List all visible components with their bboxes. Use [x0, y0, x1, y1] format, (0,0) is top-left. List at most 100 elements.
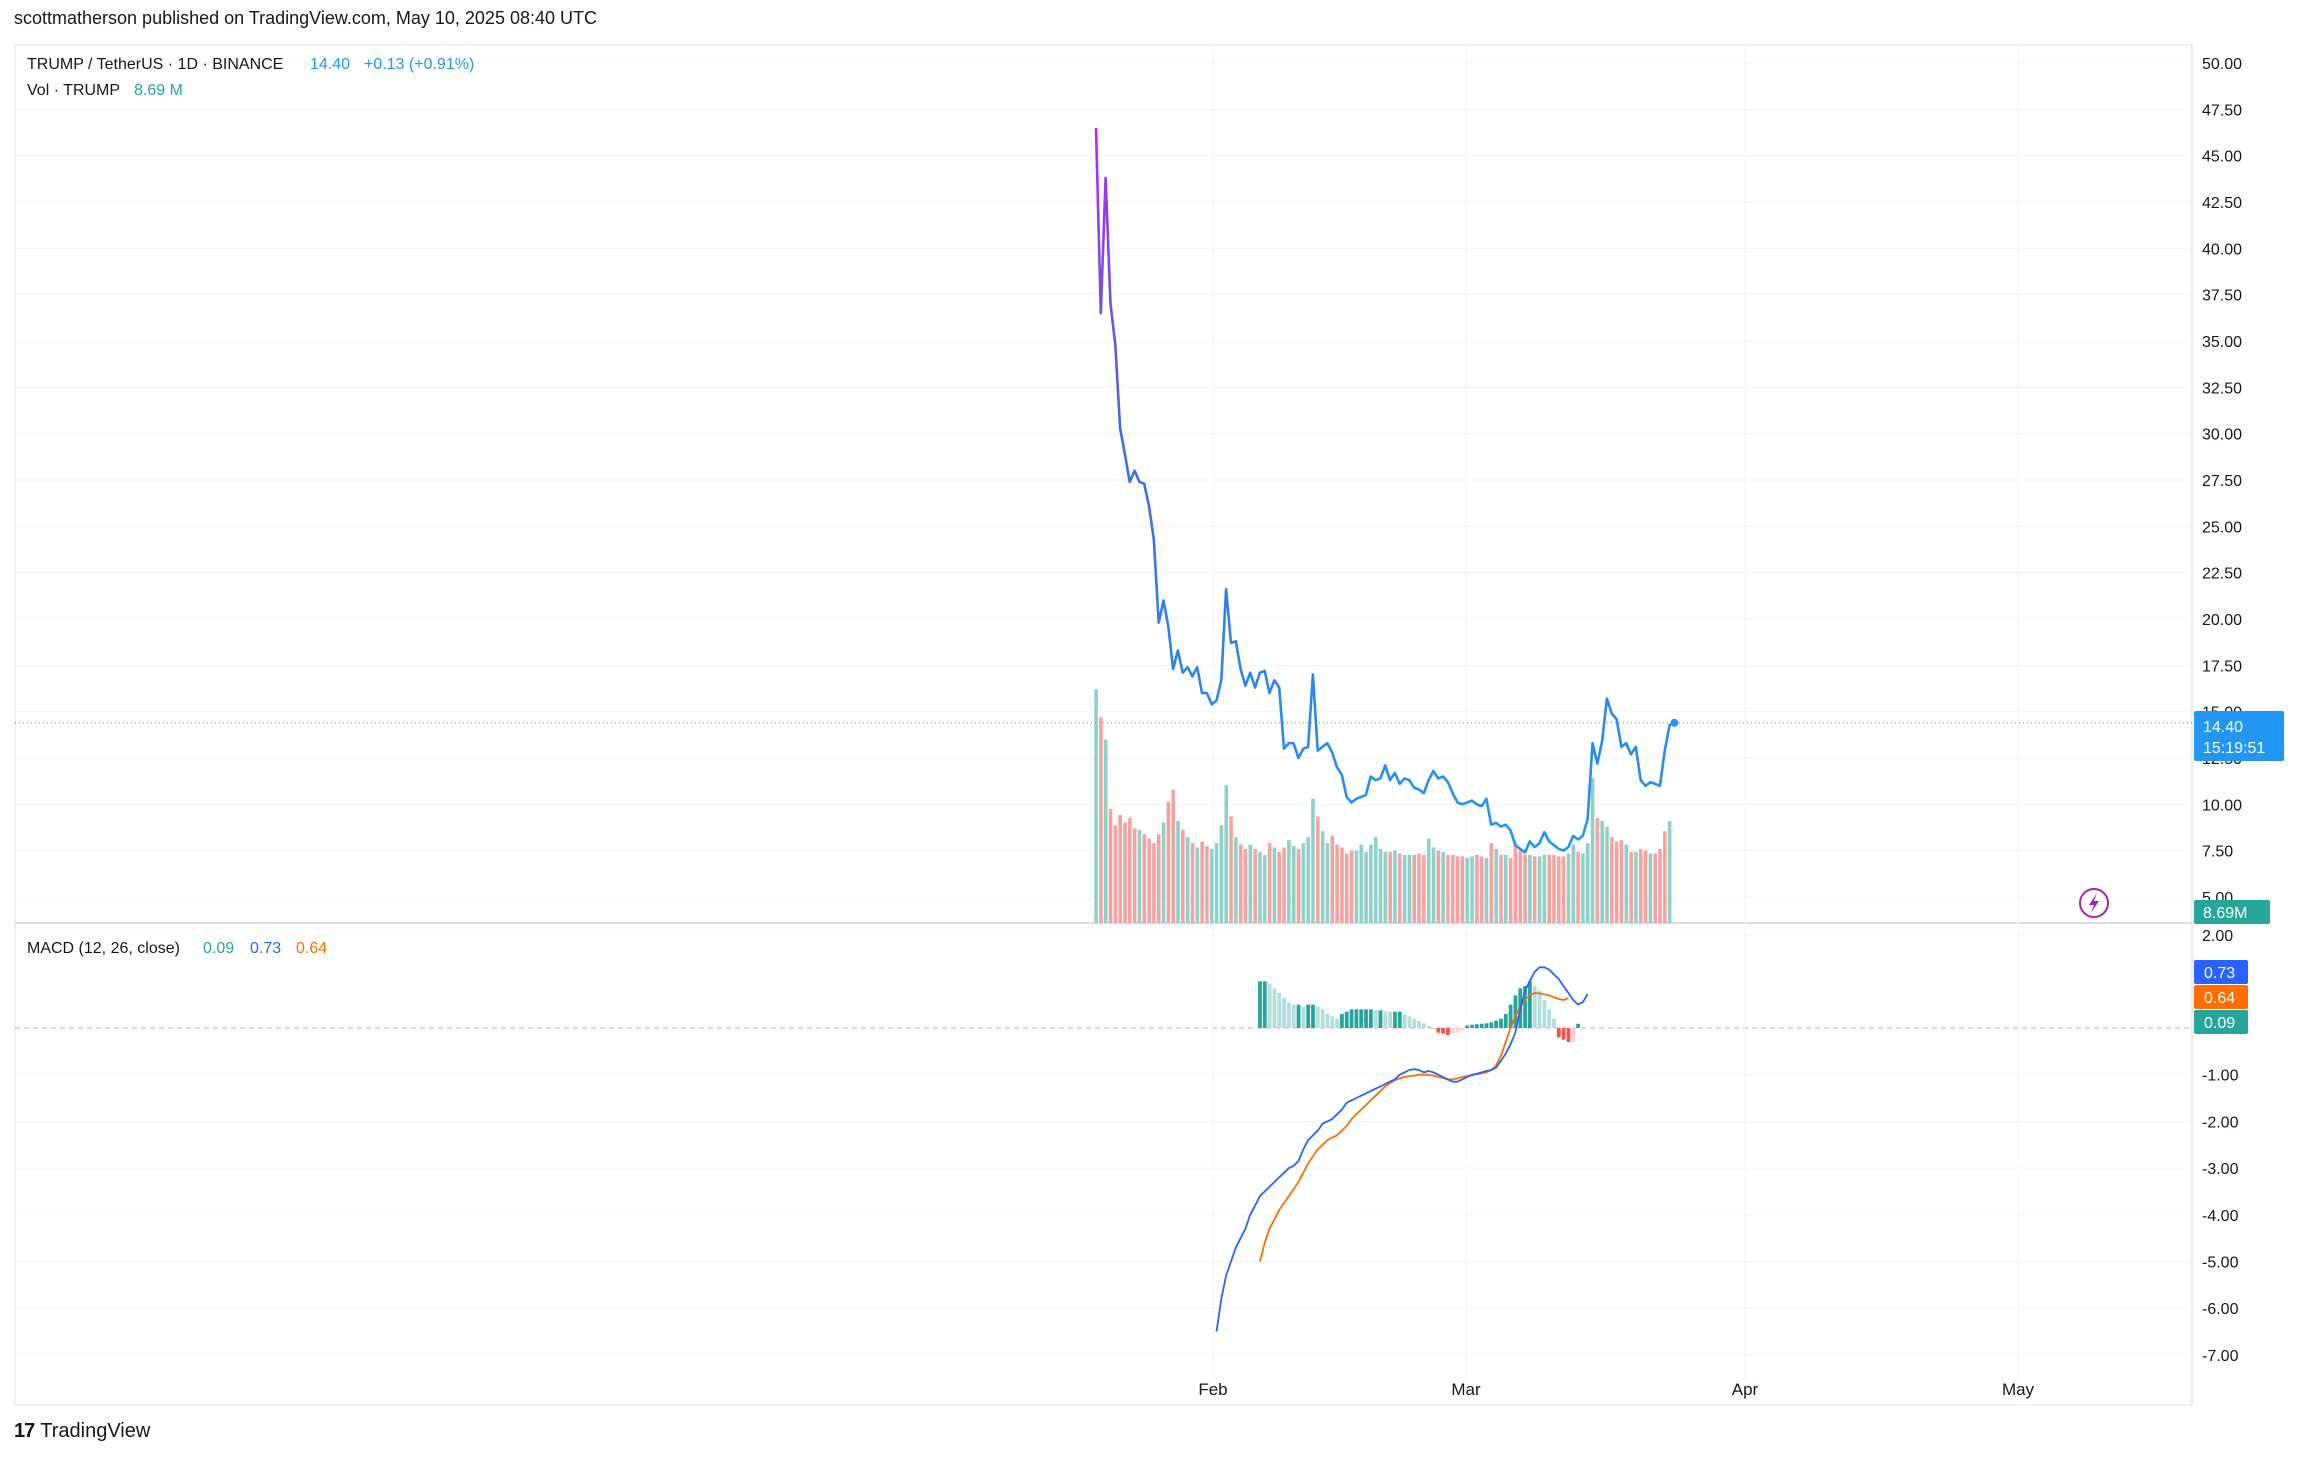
svg-text:0.64: 0.64 — [2204, 990, 2235, 1007]
volume-bar — [1209, 849, 1214, 923]
volume-bar — [1667, 820, 1672, 923]
macd-tick: -1.00 — [2202, 1068, 2239, 1085]
volume-bar — [1470, 856, 1474, 923]
volume-bar — [1195, 847, 1200, 923]
macd-hist-bar — [1417, 1020, 1421, 1028]
macd-hist-bar — [1465, 1025, 1470, 1028]
macd-tick: -5.00 — [2202, 1255, 2239, 1272]
volume-label[interactable]: Vol · TRUMP — [27, 82, 120, 99]
volume-bar — [1190, 843, 1195, 923]
volume-bar — [1325, 843, 1330, 923]
volume-bar — [1238, 844, 1243, 923]
volume-bar — [1229, 816, 1233, 923]
volume-bar — [1561, 856, 1566, 923]
symbol-label[interactable]: TRUMP / TetherUS · 1D · BINANCE — [27, 56, 283, 73]
volume-bar — [1349, 850, 1354, 923]
price-tick: 7.50 — [2202, 844, 2233, 861]
macd-hist-bar — [1267, 983, 1272, 1028]
volume-bar — [1446, 854, 1450, 923]
macd-hist-bar — [1397, 1011, 1402, 1028]
macd-hist-bar — [1359, 1009, 1364, 1028]
volume-bar — [1571, 844, 1576, 923]
volume-bar — [1108, 809, 1113, 923]
macd-hist-bar — [1262, 981, 1267, 1028]
macd-hist-bar — [1291, 1004, 1296, 1028]
price-tick: 47.50 — [2202, 102, 2242, 119]
tradingview-logo-text: TradingView — [40, 1420, 151, 1442]
volume-bar — [1629, 851, 1633, 923]
macd-hist-bar — [1315, 1006, 1320, 1028]
time-axis[interactable]: Feb Mar Apr May — [1198, 1380, 2034, 1399]
macd-hist-bar — [1446, 1028, 1450, 1036]
volume-bar — [1219, 825, 1224, 923]
volume-bar — [1335, 844, 1339, 923]
volume-bar — [1484, 857, 1489, 923]
volume-bar — [1166, 801, 1171, 923]
volume-bar — [1576, 851, 1580, 923]
macd-hist-bar — [1296, 1004, 1301, 1028]
macd-hist-bar — [1258, 981, 1262, 1028]
volume-bar — [1450, 854, 1455, 923]
macd-hist-bar — [1537, 990, 1542, 1028]
price-tag: 14.40 15:19:51 — [2194, 711, 2284, 761]
time-tick: May — [2002, 1380, 2035, 1399]
volume-bar — [1200, 841, 1204, 923]
macd-tags: 0.73 0.64 0.09 — [2194, 960, 2248, 1034]
volume-bar — [1094, 689, 1098, 923]
tradingview-logo[interactable]: 17 TradingView — [14, 1420, 150, 1443]
volume-bar — [1619, 840, 1624, 923]
volume-bar — [1581, 853, 1585, 923]
macd-hist-bar — [1441, 1028, 1446, 1034]
macd-tick: -4.00 — [2202, 1208, 2239, 1225]
volume-bar — [1528, 854, 1532, 923]
volume-bar — [1161, 822, 1166, 923]
volume-bar — [1132, 828, 1137, 923]
volume-bar — [1518, 850, 1523, 923]
volume-bar — [1513, 843, 1518, 923]
volume-bar — [1653, 853, 1658, 923]
volume-bar — [1585, 843, 1590, 923]
macd-label[interactable]: MACD (12, 26, close) — [27, 940, 180, 957]
flash-alert-icon[interactable] — [2079, 888, 2109, 918]
volume-bar — [1648, 853, 1653, 923]
macd-hist-bar — [1320, 1009, 1325, 1028]
macd-hist-bar — [1532, 985, 1537, 1028]
volume-bar — [1373, 837, 1378, 923]
volume-bar — [1103, 739, 1108, 923]
volume-bar — [1123, 822, 1127, 923]
time-tick: Feb — [1198, 1380, 1227, 1399]
macd-tick: 2.00 — [2202, 928, 2233, 945]
macd-hist-bar — [1547, 1009, 1552, 1028]
macd-hist-bar — [1479, 1023, 1484, 1028]
price-tick: 45.00 — [2202, 149, 2242, 166]
price-axis[interactable]: 50.00 47.50 45.00 42.50 40.00 37.50 35.00 32.50… — [2202, 56, 2242, 1365]
last-price-dot — [1670, 718, 1679, 727]
macd-hist-bar — [1460, 1028, 1465, 1031]
macd-hist-bar — [1508, 1004, 1513, 1028]
macd-hist-bar — [1542, 999, 1547, 1028]
volume-tag: 8.69M — [2194, 900, 2270, 924]
volume-value: 8.69 M — [134, 82, 183, 99]
price-tick: 17.50 — [2202, 658, 2242, 675]
volume-bar — [1441, 851, 1445, 923]
volume-bar — [1214, 843, 1219, 923]
volume-bar — [1113, 825, 1118, 923]
volume-bar — [1267, 843, 1272, 923]
volume-bar — [1277, 851, 1282, 923]
macd-hist-bar — [1561, 1028, 1566, 1040]
macd-hist-bar — [1287, 1002, 1291, 1028]
volume-bar — [1128, 817, 1132, 923]
volume-bar — [1547, 854, 1551, 923]
macd-hist-bar — [1523, 985, 1527, 1028]
price-tick: 40.00 — [2202, 241, 2242, 258]
volume-bar — [1426, 838, 1431, 923]
price-tick: 22.50 — [2202, 566, 2242, 583]
macd-histogram — [1258, 981, 1580, 1043]
macd-tick: -6.00 — [2202, 1301, 2239, 1318]
volume-bar — [1340, 847, 1344, 923]
volume-bar — [1537, 856, 1542, 923]
volume-bar — [1566, 853, 1571, 923]
price-tick: 50.00 — [2202, 56, 2242, 73]
svg-text:8.69M: 8.69M — [2203, 905, 2247, 922]
